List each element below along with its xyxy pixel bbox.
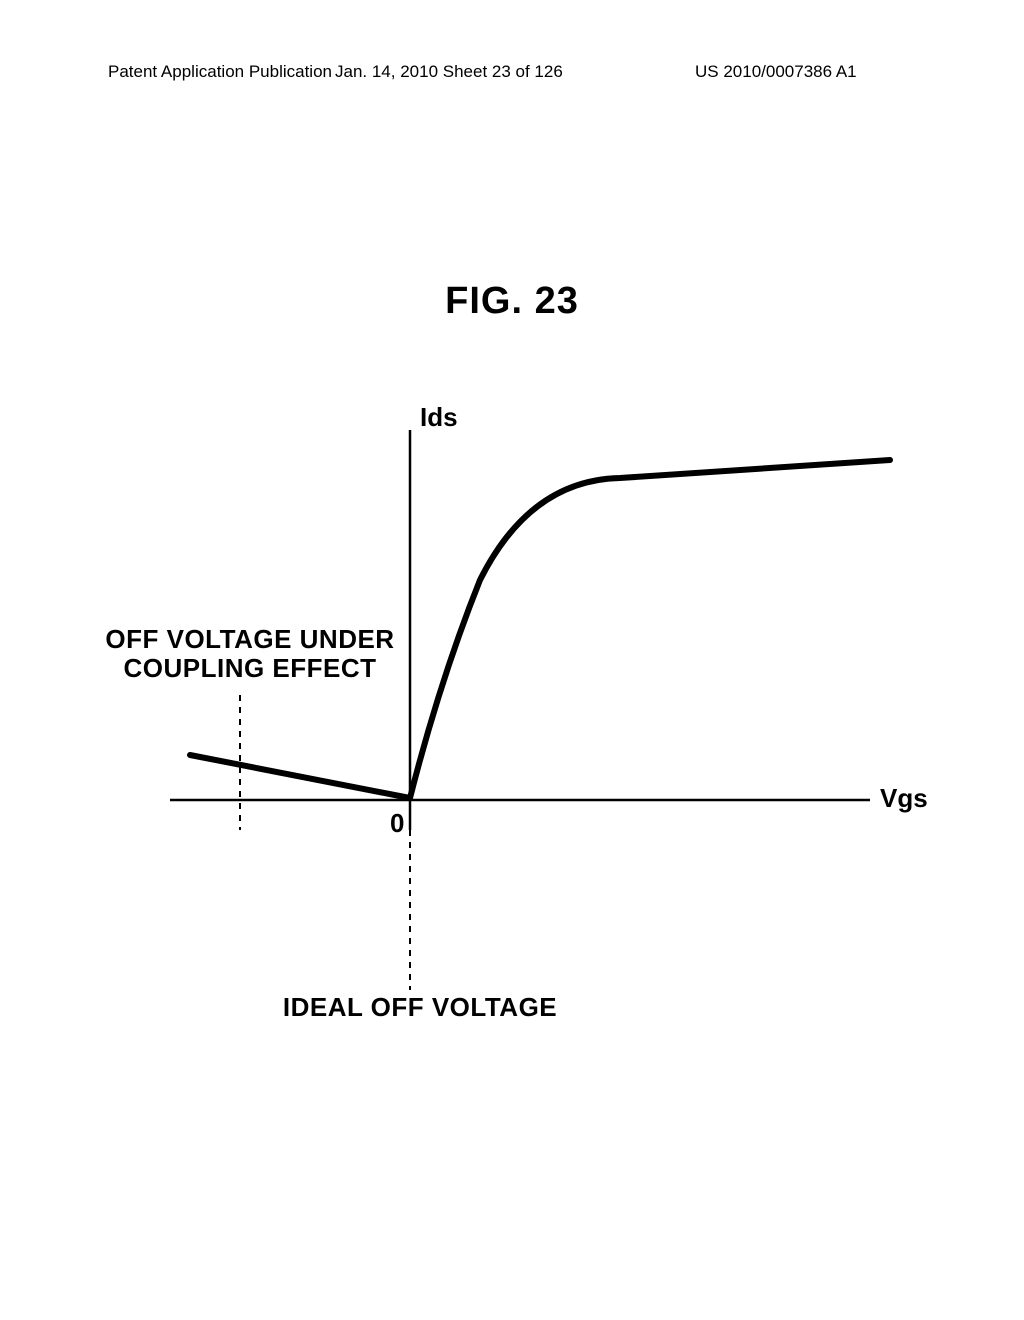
chart-container: Ids OFF VOLTAGE UNDER COUPLING EFFECT Vg… xyxy=(110,400,930,1040)
origin-label: 0 xyxy=(390,808,404,839)
ideal-off-voltage-label: IDEAL OFF VOLTAGE xyxy=(260,992,580,1023)
coupling-effect-label: OFF VOLTAGE UNDER COUPLING EFFECT xyxy=(100,625,400,682)
header-publication: Patent Application Publication xyxy=(108,62,332,82)
x-axis-label: Vgs xyxy=(880,783,928,814)
coupling-label-line1: OFF VOLTAGE UNDER xyxy=(105,624,394,654)
figure-title: FIG. 23 xyxy=(0,280,1024,323)
coupling-label-line2: COUPLING EFFECT xyxy=(123,653,376,683)
header-date-sheet: Jan. 14, 2010 Sheet 23 of 126 xyxy=(335,62,563,82)
patent-page: Patent Application Publication Jan. 14, … xyxy=(0,0,1024,1320)
header-patent-number: US 2010/0007386 A1 xyxy=(695,62,857,82)
chart-svg xyxy=(110,400,930,1040)
y-axis-label: Ids xyxy=(420,402,458,433)
